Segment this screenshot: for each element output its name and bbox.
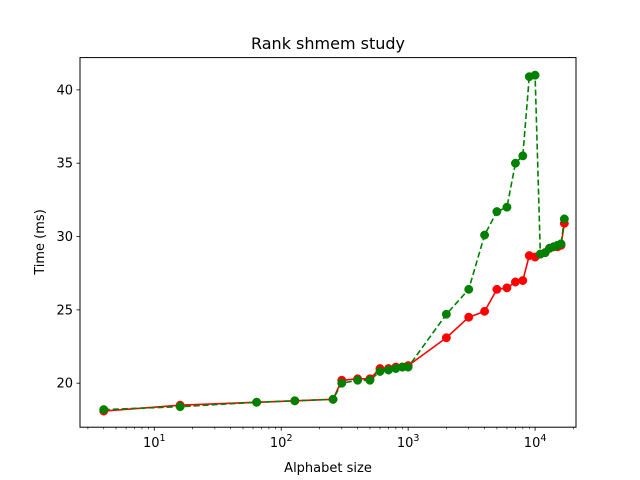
series-2-point (365, 375, 375, 385)
series-2-point (480, 230, 490, 240)
series-1-point (464, 312, 474, 322)
x-axis-label: Alphabet size (284, 461, 372, 476)
series-2-point (492, 207, 502, 217)
series-1-point (518, 276, 528, 285)
series-2-point (290, 396, 300, 406)
series-1-point (441, 333, 451, 343)
series-1-point (480, 306, 490, 316)
axes-frame (79, 57, 577, 428)
y-tick-label: 40 (56, 83, 73, 98)
series-2-point (375, 367, 385, 376)
series-1-point (492, 284, 502, 294)
y-tick-label: 30 (56, 230, 73, 245)
series-2-point (502, 202, 512, 212)
series-2-point (328, 394, 338, 404)
series-2-point (530, 70, 540, 80)
series-2-point (384, 365, 393, 375)
plot-area (99, 70, 569, 416)
y-tick-label: 20 (56, 377, 73, 392)
y-tick-label: 25 (56, 303, 73, 318)
series-2-point (441, 309, 451, 319)
series-1-point (502, 283, 512, 293)
y-axis-label: Time (ms) (33, 209, 48, 276)
y-tick-label: 35 (56, 157, 73, 172)
axes-ticks: 20 25 30 35 40 101 102 103 104 (56, 83, 574, 451)
x-tick-label: 103 (397, 433, 420, 451)
x-tick-label: 101 (143, 433, 166, 451)
series-2-point (559, 214, 569, 224)
series-2-point (403, 362, 413, 372)
series-2-point (518, 151, 528, 161)
series-2-point (510, 158, 520, 168)
series-2-point (337, 378, 347, 388)
series-2-point (556, 239, 566, 249)
series-2-point (175, 402, 185, 412)
series-2-point (353, 375, 363, 385)
chart-title: Rank shmem study (251, 34, 405, 53)
x-tick-label: 102 (270, 433, 293, 451)
series-2-point (252, 397, 262, 407)
x-tick-label: 104 (524, 433, 547, 451)
series-2-point (99, 405, 109, 415)
series-2-point (464, 284, 474, 294)
series-1-point (510, 277, 520, 287)
